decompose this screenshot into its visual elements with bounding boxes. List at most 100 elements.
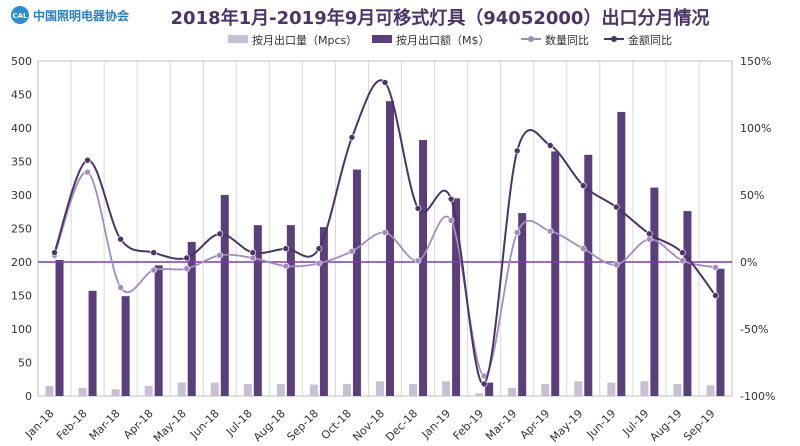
y-right-tick-label: 0% bbox=[740, 256, 757, 269]
chart-title: 2018年1月-2019年9月可移式灯具（94052000）出口分月情况 bbox=[171, 7, 710, 29]
point-value-yoy bbox=[117, 235, 124, 243]
bar-volume bbox=[276, 383, 285, 396]
point-value-yoy bbox=[348, 134, 356, 141]
bar-volume bbox=[45, 385, 54, 396]
x-tick-label: Jul-19 bbox=[620, 407, 652, 439]
point-volume-yoy bbox=[84, 168, 91, 176]
y-left-tick-label: 100 bbox=[11, 323, 32, 336]
legend-swatch bbox=[372, 35, 392, 43]
point-value-yoy bbox=[183, 254, 191, 262]
point-volume-yoy bbox=[679, 257, 686, 264]
point-value-yoy bbox=[613, 203, 620, 211]
point-value-yoy bbox=[414, 205, 422, 212]
bar-volume bbox=[210, 382, 219, 396]
point-value-yoy bbox=[381, 79, 389, 86]
bar-volume bbox=[342, 383, 351, 396]
y-left-tick-label: 250 bbox=[11, 223, 32, 236]
legend-label: 按月出口额（M$） bbox=[396, 33, 490, 47]
line-volume-yoy bbox=[53, 171, 716, 377]
y-left-tick-label: 0 bbox=[25, 390, 32, 403]
point-value-yoy bbox=[315, 245, 323, 252]
y-left-tick-label: 150 bbox=[11, 290, 32, 303]
bar-value bbox=[386, 101, 394, 396]
y-left-tick-label: 200 bbox=[11, 256, 32, 269]
x-tick-label: Mar-19 bbox=[483, 407, 519, 443]
x-tick-label: Mar-18 bbox=[87, 407, 123, 443]
bar-volume bbox=[541, 383, 550, 396]
bar-volume bbox=[475, 393, 484, 396]
logo: CAL 中国照明电器协会 bbox=[11, 6, 130, 24]
bar-volume bbox=[78, 387, 87, 396]
point-volume-yoy bbox=[282, 262, 290, 270]
legend-marker bbox=[528, 36, 534, 42]
bar-volume bbox=[243, 383, 252, 396]
x-tick-label: Jun-18 bbox=[187, 407, 222, 442]
bar-volume bbox=[309, 384, 318, 396]
logo-icon bbox=[11, 6, 29, 24]
x-tick-label: May-19 bbox=[548, 407, 586, 445]
point-volume-yoy bbox=[381, 229, 389, 236]
point-volume-yoy bbox=[613, 261, 620, 268]
bar-value bbox=[88, 290, 97, 396]
bar-volume bbox=[640, 381, 649, 396]
bar-volume bbox=[409, 383, 418, 396]
x-tick-label: Jun-19 bbox=[584, 407, 619, 442]
bar-value bbox=[187, 241, 196, 396]
lines bbox=[38, 79, 732, 388]
y-left-tick-label: 500 bbox=[11, 55, 32, 68]
point-value-yoy bbox=[679, 249, 686, 256]
logo-name: 中国照明电器协会 bbox=[33, 8, 130, 23]
point-value-yoy bbox=[447, 195, 455, 203]
bar-value bbox=[419, 140, 428, 396]
bar-value bbox=[716, 268, 725, 396]
point-value-yoy bbox=[480, 380, 488, 388]
bar-value bbox=[683, 211, 692, 396]
point-volume-yoy bbox=[315, 260, 323, 267]
bar-volume bbox=[673, 383, 682, 396]
bar-volume bbox=[376, 381, 384, 396]
x-tick-label: Feb-18 bbox=[54, 407, 90, 443]
point-value-yoy bbox=[84, 156, 91, 164]
point-value-yoy bbox=[712, 292, 719, 299]
bar-value bbox=[485, 382, 494, 396]
point-volume-yoy bbox=[513, 229, 521, 236]
legend-label: 金额同比 bbox=[628, 33, 672, 47]
point-volume-yoy bbox=[216, 252, 224, 259]
point-volume-yoy bbox=[348, 247, 356, 255]
bar-value bbox=[617, 111, 626, 397]
bar-value bbox=[220, 195, 229, 396]
point-volume-yoy bbox=[150, 266, 157, 274]
bar-value bbox=[352, 169, 361, 396]
y-left-tick-label: 50 bbox=[18, 357, 32, 370]
bar-volume bbox=[177, 382, 186, 396]
point-value-yoy bbox=[249, 249, 257, 256]
point-value-yoy bbox=[546, 142, 554, 149]
x-tick-label: Jan-18 bbox=[22, 407, 57, 442]
bar-volume bbox=[144, 385, 153, 396]
legend-label: 按月出口量（Mpcs） bbox=[252, 33, 357, 47]
x-tick-label: Nov-18 bbox=[350, 407, 387, 444]
bar-value bbox=[319, 227, 328, 396]
bar-volume bbox=[574, 381, 583, 396]
logo-abbr: CAL bbox=[12, 12, 28, 20]
point-volume-yoy bbox=[183, 265, 191, 273]
legend-label: 数量同比 bbox=[545, 34, 589, 47]
y-left-tick-label: 400 bbox=[11, 122, 32, 135]
plot-frame bbox=[37, 60, 733, 397]
bar-value bbox=[286, 225, 295, 396]
x-tick-label: Sep-19 bbox=[681, 407, 718, 444]
legend-marker bbox=[611, 36, 617, 42]
point-volume-yoy bbox=[712, 264, 719, 271]
point-value-yoy bbox=[579, 182, 587, 189]
bars bbox=[45, 101, 725, 397]
x-tick-label: May-18 bbox=[151, 407, 189, 445]
x-tick-label: Feb-19 bbox=[451, 407, 487, 443]
bar-value bbox=[154, 265, 163, 396]
bar-value bbox=[650, 187, 659, 396]
point-value-yoy bbox=[51, 249, 58, 256]
bar-value bbox=[518, 213, 527, 396]
point-volume-yoy bbox=[447, 217, 455, 224]
bar-volume bbox=[508, 387, 517, 396]
x-tick-label: Apr-18 bbox=[121, 407, 156, 442]
